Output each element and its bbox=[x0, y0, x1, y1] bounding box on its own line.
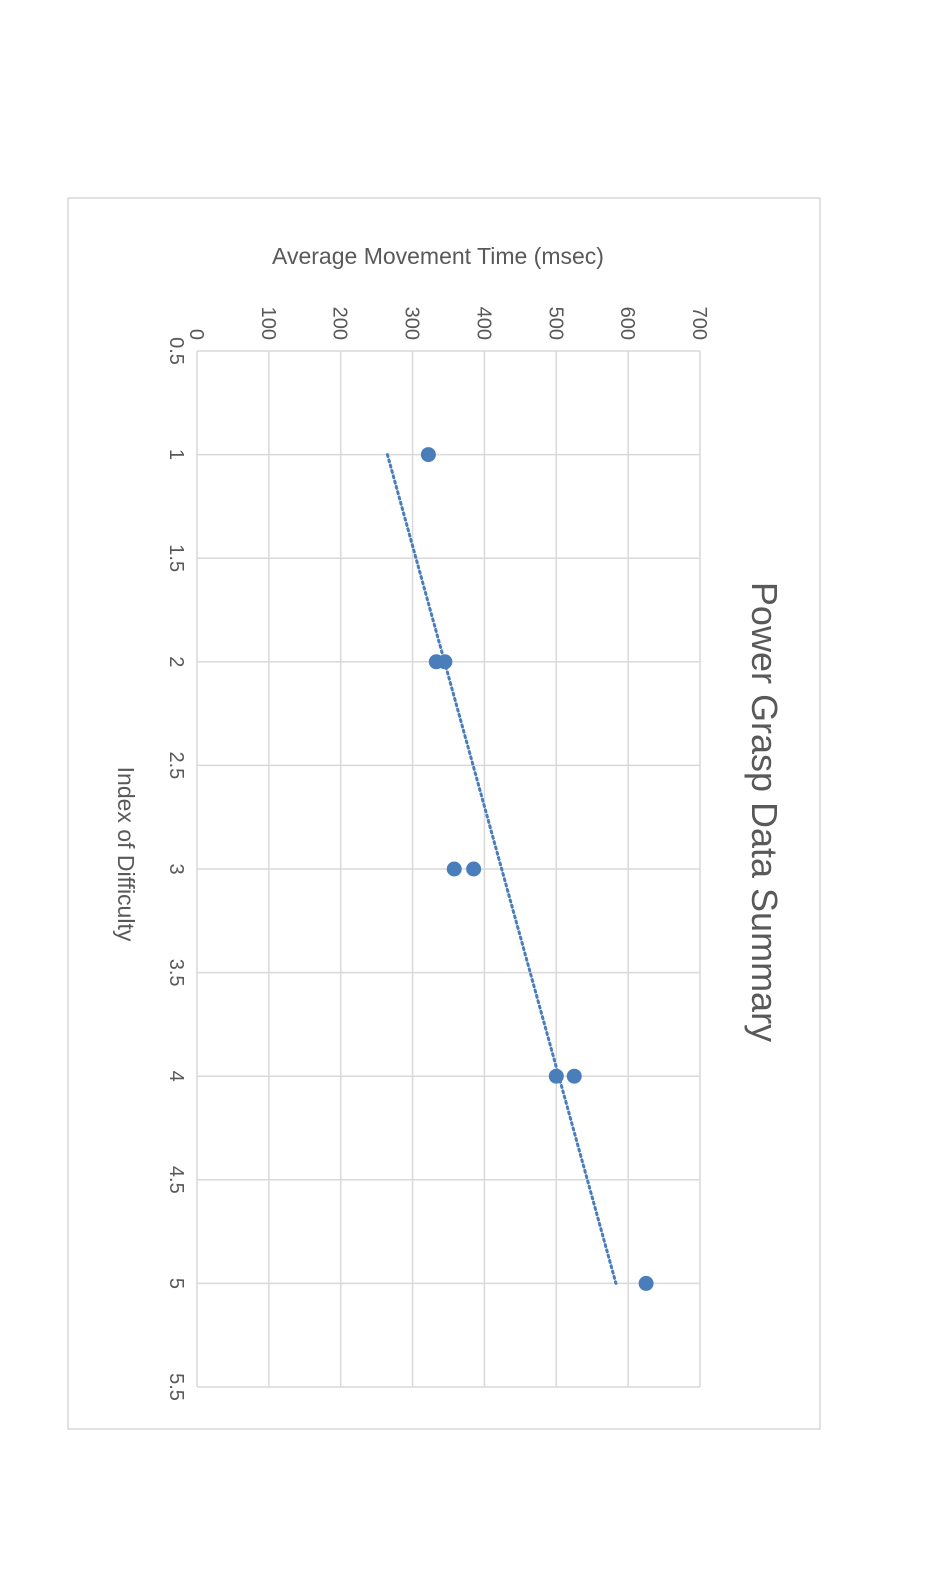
data-point bbox=[566, 1068, 582, 1084]
chart-title: Power Grasp Data Summary bbox=[744, 582, 785, 1042]
y-tick-label: 500 bbox=[544, 307, 566, 340]
trendline bbox=[385, 453, 618, 1285]
x-tick-label: 4 bbox=[165, 1071, 187, 1082]
x-tick-label: 0.5 bbox=[165, 337, 187, 365]
x-tick-label: 2 bbox=[165, 656, 187, 667]
y-tick-label: 200 bbox=[329, 307, 351, 340]
y-tick-label: 0 bbox=[185, 329, 207, 340]
data-point bbox=[548, 1068, 564, 1084]
x-tick-label: 3.5 bbox=[165, 959, 187, 987]
x-tick-label: 5 bbox=[165, 1278, 187, 1289]
x-tick-label: 1 bbox=[165, 449, 187, 460]
x-tick-label: 5.5 bbox=[165, 1373, 187, 1401]
x-tick-label: 4.5 bbox=[165, 1166, 187, 1194]
x-tick-labels: 0.5 1 1.5 2 2.5 3 3.5 4 4.5 5 5.5 bbox=[165, 337, 187, 1401]
trendline-layer bbox=[385, 453, 618, 1285]
y-tick-label: 700 bbox=[688, 307, 710, 340]
data-point bbox=[446, 861, 462, 877]
chart-area-border bbox=[67, 197, 821, 1430]
data-points bbox=[420, 447, 654, 1291]
y-tick-label: 300 bbox=[401, 307, 423, 340]
x-axis-title: Index of Difficulty bbox=[113, 767, 139, 942]
x-tick-label: 1.5 bbox=[165, 544, 187, 572]
data-point bbox=[437, 654, 453, 670]
y-tick-label: 400 bbox=[472, 307, 494, 340]
y-tick-label: 100 bbox=[257, 307, 279, 340]
data-point bbox=[420, 447, 436, 463]
y-axis-title: Average Movement Time (msec) bbox=[272, 243, 604, 269]
data-point bbox=[638, 1275, 654, 1291]
y-tick-label: 600 bbox=[616, 307, 638, 340]
y-tick-labels: 0 100 200 300 400 500 600 700 bbox=[185, 307, 710, 340]
gridlines bbox=[196, 350, 701, 1388]
x-tick-label: 2.5 bbox=[165, 751, 187, 779]
x-tick-label: 3 bbox=[165, 863, 187, 874]
data-point bbox=[466, 861, 482, 877]
